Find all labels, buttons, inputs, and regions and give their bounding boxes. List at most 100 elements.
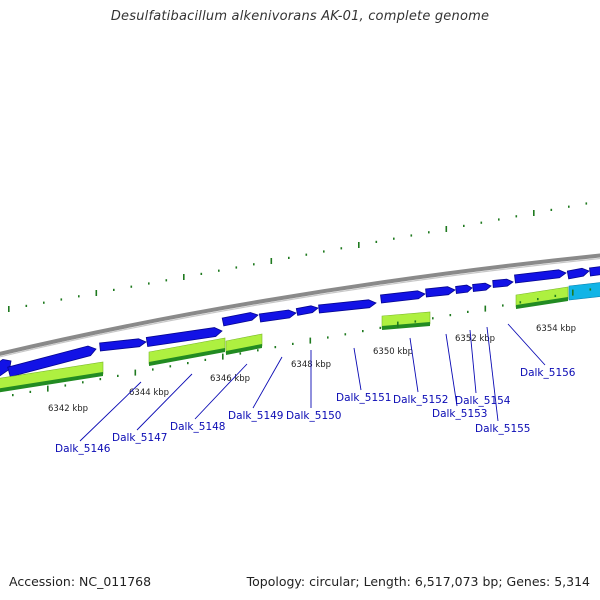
ruler-tick-16: [274, 346, 277, 349]
outer-tick-8: [130, 285, 133, 288]
ruler-tick-4: [64, 384, 67, 387]
ruler-tick-26: [449, 314, 452, 317]
ruler-tick-marks: [12, 288, 592, 397]
ruler-label: 6352 kbp: [455, 334, 495, 344]
gene-label: Dalk_5150: [286, 410, 342, 422]
cds-arrow-4: [145, 327, 223, 347]
forward-cds-track: [0, 266, 600, 378]
ruler-tick-19: [327, 336, 329, 339]
ruler-tick-9: [152, 368, 154, 371]
gene-label: Dalk_5148: [170, 421, 226, 433]
gene-label: Dalk_5146: [55, 443, 111, 455]
outer-tick-19: [323, 250, 325, 253]
ruler-tick-23: [397, 321, 399, 328]
leader-line-4: [252, 356, 283, 409]
outer-tick-21: [358, 242, 360, 248]
ruler-tick-15: [257, 349, 259, 352]
cds-arrow-15: [566, 267, 590, 280]
ruler-tick-28: [484, 305, 487, 312]
outer-tick-marks: [8, 202, 588, 312]
outer-tick-17: [288, 256, 290, 259]
outer-tick-16: [270, 258, 273, 264]
outer-tick-23: [393, 237, 395, 240]
ruler-label: 6354 kbp: [536, 324, 576, 334]
backbone-line: [0, 253, 600, 356]
ruler-tick-34: [589, 288, 592, 291]
leader-line-1: [79, 381, 142, 442]
cds-arrow-7: [295, 305, 319, 316]
cds-arrow-8: [318, 299, 377, 314]
cds-arrow-11: [455, 284, 473, 294]
ruler-label: 6346 kbp: [210, 374, 250, 384]
genome-backbone: [0, 253, 600, 358]
outer-tick-28: [480, 221, 483, 224]
outer-tick-3: [43, 301, 45, 304]
outer-tick-6: [95, 290, 98, 296]
leader-line-9: [469, 329, 477, 394]
outer-tick-18: [305, 253, 308, 256]
ruler-tick-33: [572, 289, 574, 296]
outer-tick-7: [113, 288, 115, 291]
ruler-tick-27: [467, 310, 469, 313]
outer-tick-22: [375, 240, 378, 243]
outer-tick-5: [78, 295, 80, 298]
gene-block-shadow-1: [0, 372, 103, 393]
ruler-tick-21: [362, 330, 364, 333]
outer-tick-29: [498, 218, 500, 221]
ruler-tick-1: [12, 394, 14, 397]
leader-line-6: [353, 347, 362, 391]
outer-tick-15: [253, 263, 255, 266]
gene-label: Dalk_5147: [112, 432, 168, 444]
ruler-label: 6342 kbp: [48, 404, 88, 414]
ruler-tick-10: [169, 365, 172, 368]
gene-label: Dalk_5152: [393, 394, 449, 406]
outer-tick-13: [218, 269, 220, 272]
ruler-tick-13: [222, 353, 224, 360]
outer-tick-20: [340, 247, 343, 250]
outer-tick-10: [165, 279, 168, 282]
outer-tick-12: [200, 272, 203, 275]
outer-tick-32: [550, 208, 553, 211]
cyan-feature: [568, 282, 600, 301]
ruler-tick-18: [309, 337, 312, 344]
ruler-tick-8: [134, 369, 137, 376]
gene-block-shadow-4: [382, 322, 430, 330]
outer-tick-9: [148, 282, 150, 285]
ruler-tick-17: [292, 342, 294, 345]
outer-tick-1: [8, 306, 10, 312]
backbone-highlight: [0, 257, 600, 358]
cds-arrow-2: [7, 345, 97, 378]
ruler-tick-31: [537, 298, 539, 301]
accession-text: Accession: NC_011768: [9, 574, 152, 589]
gene-label: Dalk_5155: [475, 423, 531, 435]
ruler-tick-12: [204, 358, 207, 361]
gene-label: Dalk_5151: [336, 392, 392, 404]
gene-label: Dalk_5149: [228, 410, 284, 422]
ruler-tick-5: [82, 381, 84, 384]
ruler-tick-25: [432, 317, 434, 320]
gene-label: Dalk_5153: [432, 408, 488, 420]
outer-tick-27: [463, 224, 465, 227]
cds-arrow-1: [0, 358, 12, 377]
ruler-tick-3: [47, 385, 49, 392]
gene-track: [0, 282, 600, 393]
outer-tick-2: [25, 304, 28, 307]
ruler-tick-7: [117, 374, 119, 377]
ruler-tick-29: [502, 304, 504, 307]
leader-line-11: [507, 323, 546, 366]
outer-tick-4: [60, 298, 63, 301]
outer-tick-34: [585, 202, 588, 205]
outer-tick-31: [533, 210, 535, 216]
gene-label: Dalk_5154: [455, 395, 511, 407]
cds-arrow-6: [258, 309, 297, 323]
ruler-tick-32: [554, 294, 557, 297]
leader-line-7: [409, 337, 419, 393]
outer-tick-11: [183, 274, 185, 280]
gene-block-shadow-2: [149, 348, 225, 366]
gene-label: Dalk_5156: [520, 367, 576, 379]
outer-tick-14: [235, 266, 238, 269]
ruler-tick-24: [414, 320, 417, 323]
